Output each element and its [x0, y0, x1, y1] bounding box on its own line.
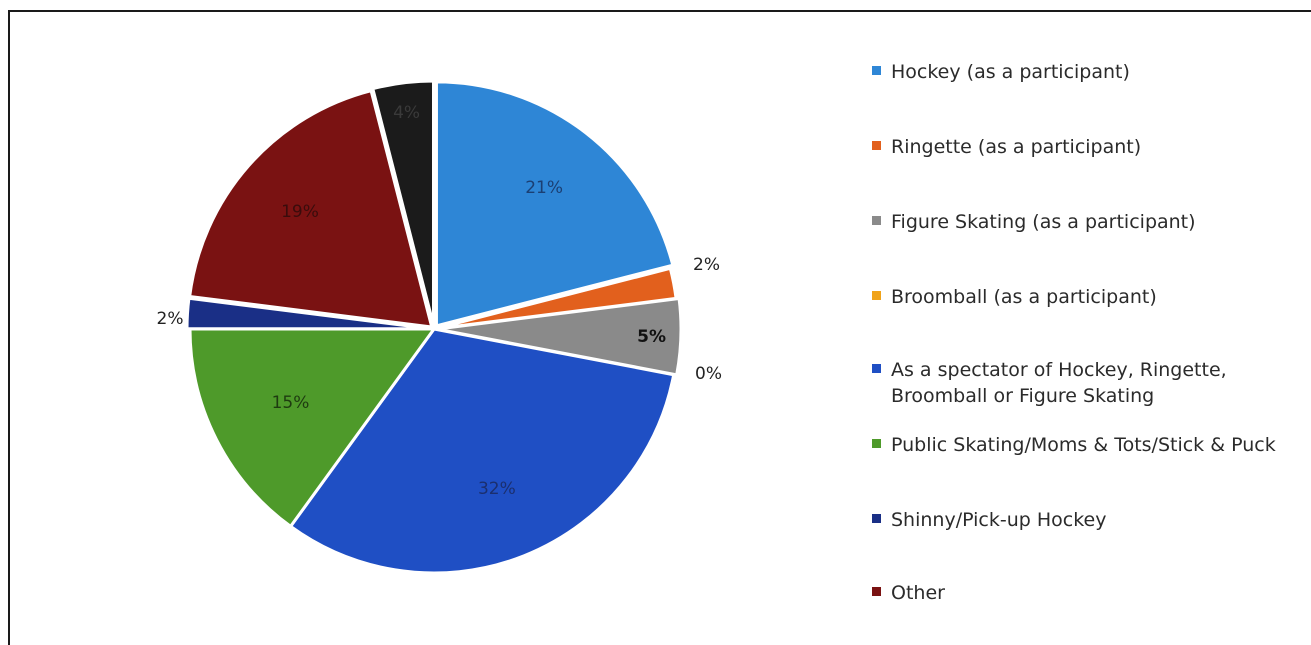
legend-entry-0: Hockey (as a participant): [872, 59, 1296, 85]
legend-entry-7: Other: [872, 580, 1296, 606]
pie-slice-4: [288, 327, 676, 575]
legend-swatch-icon: [872, 514, 881, 523]
pie-slice-label-8: 4%: [393, 103, 420, 123]
pie-slice-label-1: 2%: [693, 255, 720, 275]
legend-swatch-icon: [872, 216, 881, 225]
frame-top-border: [8, 10, 1311, 12]
legend-label: Other: [891, 582, 945, 604]
legend-swatch-icon: [872, 439, 881, 448]
legend-label: Hockey (as a participant): [891, 61, 1130, 83]
pie-slice-8: [370, 79, 435, 326]
legend-swatch-icon: [872, 364, 881, 373]
legend-swatch-icon: [872, 587, 881, 596]
legend-label: Figure Skating (as a participant): [891, 211, 1196, 233]
legend-label: Public Skating/Moms & Tots/Stick & Puck: [891, 434, 1276, 456]
legend-entry-5: Public Skating/Moms & Tots/Stick & Puck: [872, 432, 1296, 458]
pie-slice-0: [434, 80, 675, 328]
legend-entry-1: Ringette (as a participant): [872, 134, 1296, 160]
legend-swatch-icon: [872, 66, 881, 75]
pie-slice-5: [188, 327, 437, 529]
legend-entry-4: As a spectator of Hockey, Ringette, Broo…: [872, 357, 1296, 409]
pie-slice-7: [187, 88, 434, 329]
legend-swatch-icon: [872, 141, 881, 150]
legend-entry-3: Broomball (as a participant): [872, 284, 1296, 310]
pie-slice-label-5: 15%: [272, 393, 310, 413]
pie-slice-label-3: 0%: [695, 364, 722, 384]
legend-entry-2: Figure Skating (as a participant): [872, 209, 1296, 235]
pie-slice-label-2: 5%: [637, 327, 666, 347]
legend-label: Ringette (as a participant): [891, 136, 1142, 158]
legend-label: As a spectator of Hockey, Ringette, Broo…: [891, 359, 1227, 407]
frame-left-border: [8, 10, 10, 645]
pie-slice-label-7: 19%: [281, 202, 319, 222]
pie-slice-label-6: 2%: [157, 309, 184, 329]
pie-slice-label-4: 32%: [478, 479, 516, 499]
pie-slice-6: [185, 296, 432, 331]
pie-slice-label-0: 21%: [525, 178, 563, 198]
legend-label: Broomball (as a participant): [891, 286, 1157, 308]
legend-entry-6: Shinny/Pick-up Hockey: [872, 507, 1296, 533]
pie-chart: 21% 2% 5% 0% 32% 15% 2% 19% 4%: [157, 79, 722, 575]
legend-swatch-icon: [872, 291, 881, 300]
pie-slice-2: [436, 296, 683, 377]
legend-label: Shinny/Pick-up Hockey: [891, 509, 1107, 531]
